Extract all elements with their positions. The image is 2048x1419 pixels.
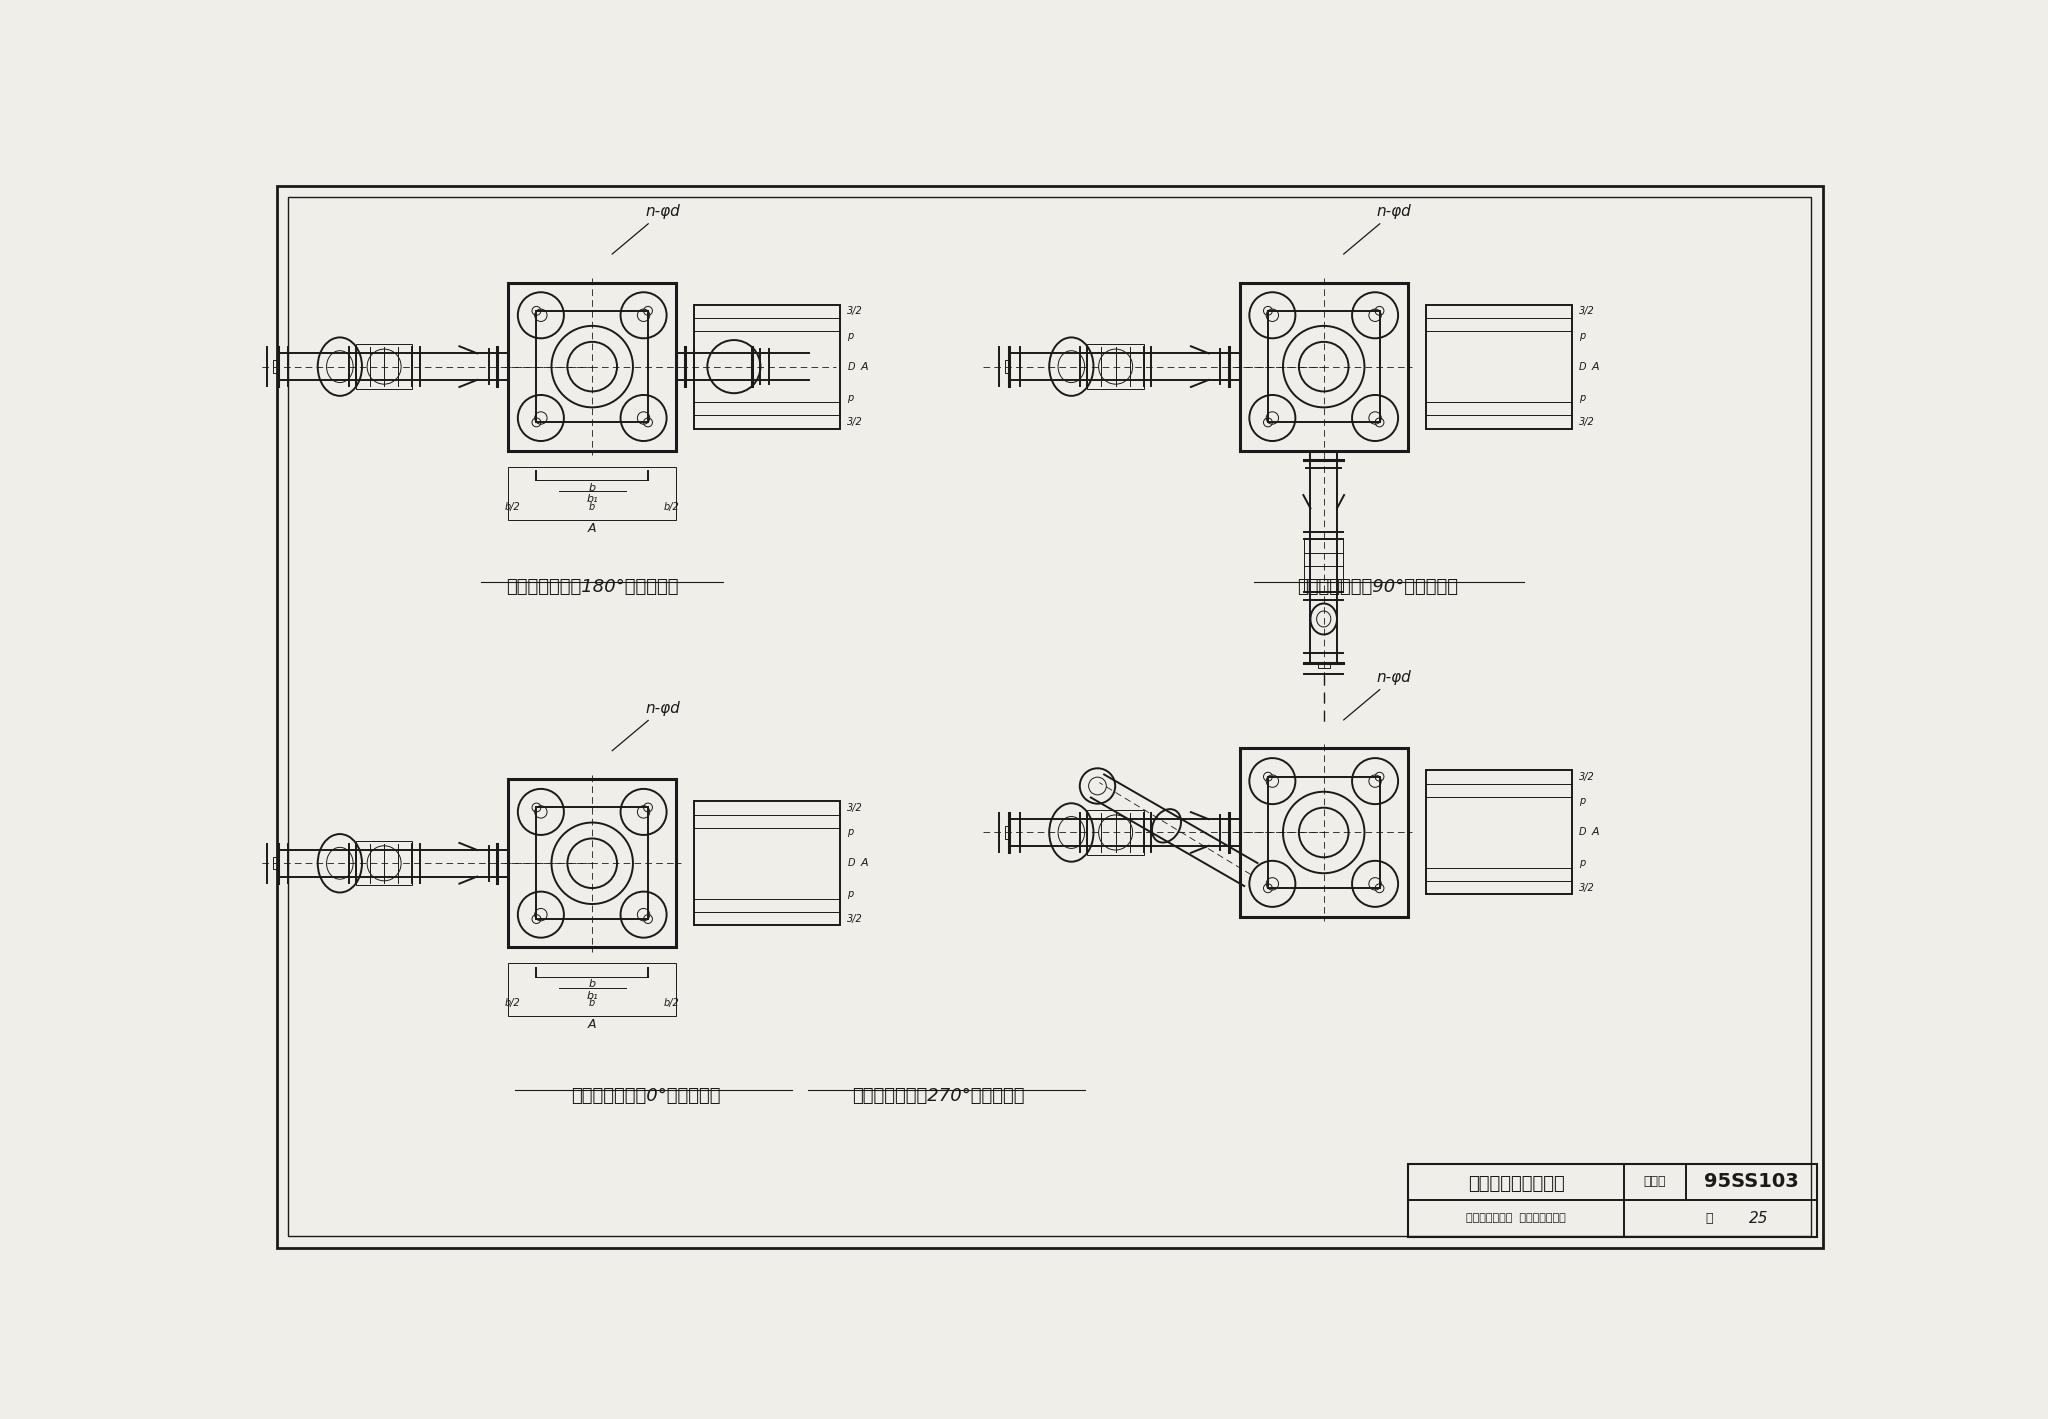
Text: A: A [588, 1019, 596, 1032]
Bar [274, 360, 279, 373]
Text: n-φd: n-φd [612, 701, 680, 751]
Text: 进出水管夹角为0°平面布置图: 进出水管夹角为0°平面布置图 [571, 1087, 721, 1104]
Text: 图纸号: 图纸号 [1645, 1175, 1667, 1188]
Bar [1409, 1164, 1817, 1237]
Text: p: p [1579, 858, 1585, 868]
Text: A: A [1591, 827, 1599, 837]
Bar [694, 305, 840, 429]
Text: p: p [848, 331, 854, 341]
Text: b: b [590, 501, 596, 511]
Bar [1087, 345, 1145, 389]
Text: p: p [1579, 331, 1585, 341]
Text: 3/2: 3/2 [848, 803, 862, 813]
Text: b: b [588, 979, 596, 989]
Text: 进出水管夹角为90°平面布置图: 进出水管夹角为90°平面布置图 [1296, 579, 1458, 596]
Text: D: D [848, 858, 854, 868]
Bar [508, 467, 676, 519]
Text: 进出水管夹角为180°平面布置图: 进出水管夹角为180°平面布置图 [506, 579, 678, 596]
Text: D: D [1579, 827, 1587, 837]
Bar [1317, 663, 1329, 668]
Text: 25: 25 [1749, 1210, 1769, 1226]
Text: b/2: b/2 [664, 501, 680, 511]
Text: b₁: b₁ [586, 494, 598, 504]
Text: b₁: b₁ [586, 990, 598, 1000]
Text: D: D [1579, 362, 1587, 372]
Text: 3/2: 3/2 [1579, 417, 1595, 427]
Text: p: p [848, 827, 854, 837]
Bar [537, 807, 647, 920]
Text: 3/2: 3/2 [1579, 883, 1595, 893]
Text: A: A [860, 362, 868, 372]
Text: 进出水管平面布置图: 进出水管平面布置图 [1468, 1175, 1565, 1193]
Text: 进出水管夹角为270°平面布置图: 进出水管夹角为270°平面布置图 [852, 1087, 1024, 1104]
Text: A: A [588, 522, 596, 535]
Bar [1239, 282, 1407, 451]
Text: b: b [590, 998, 596, 1007]
Bar [694, 802, 840, 925]
Text: 3/2: 3/2 [1579, 307, 1595, 316]
Bar [1087, 810, 1145, 854]
Text: 页: 页 [1706, 1212, 1712, 1225]
Text: p: p [848, 393, 854, 403]
Text: A: A [1591, 362, 1599, 372]
Bar [1268, 776, 1380, 888]
Text: 3/2: 3/2 [848, 914, 862, 924]
Bar [1268, 311, 1380, 423]
Text: 3/2: 3/2 [848, 307, 862, 316]
Text: b: b [588, 482, 596, 492]
Bar [1006, 360, 1010, 373]
Text: p: p [1579, 393, 1585, 403]
Bar [508, 282, 676, 451]
Text: n-φd: n-φd [1343, 670, 1411, 719]
Bar [1425, 771, 1571, 894]
Bar [537, 311, 647, 423]
Bar [1239, 748, 1407, 917]
Bar [1006, 826, 1010, 839]
Bar [1425, 305, 1571, 429]
Text: 四川省住宅设计  建筑设计总公司: 四川省住宅设计 建筑设计总公司 [1466, 1213, 1567, 1223]
Text: 3/2: 3/2 [848, 417, 862, 427]
Bar [508, 964, 676, 1016]
Text: p: p [848, 890, 854, 900]
Bar [356, 345, 412, 389]
Text: b/2: b/2 [504, 501, 520, 511]
Text: 3/2: 3/2 [1579, 772, 1595, 782]
Bar [1305, 539, 1343, 593]
Text: D: D [848, 362, 854, 372]
Text: b/2: b/2 [504, 998, 520, 1007]
Text: p: p [1579, 796, 1585, 806]
Text: n-φd: n-φd [1343, 204, 1411, 254]
Bar [508, 779, 676, 948]
Bar [274, 857, 279, 870]
Text: A: A [860, 858, 868, 868]
Bar [356, 841, 412, 885]
Text: b/2: b/2 [664, 998, 680, 1007]
Text: 95SS103: 95SS103 [1704, 1172, 1798, 1192]
Text: n-φd: n-φd [612, 204, 680, 254]
